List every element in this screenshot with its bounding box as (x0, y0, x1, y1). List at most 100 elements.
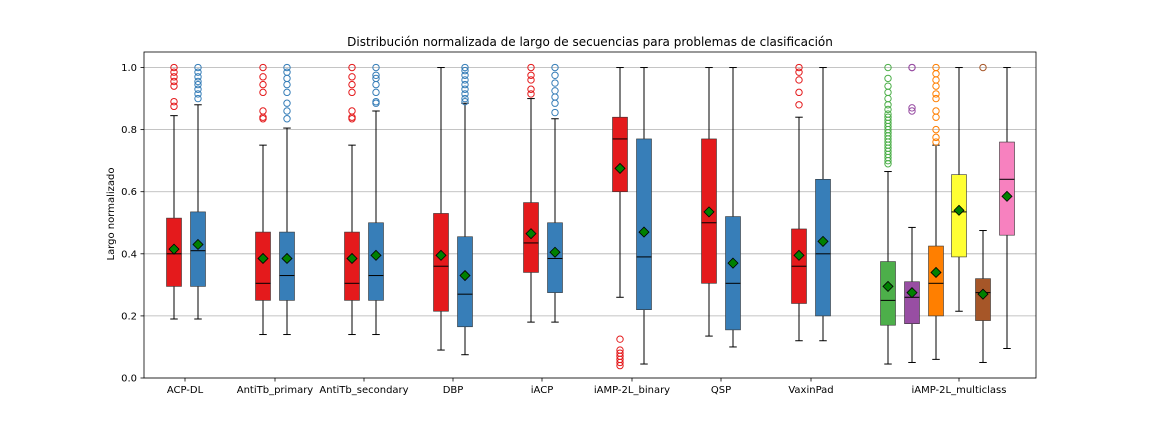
y-tick-label: 1.0 (121, 63, 137, 74)
box-body (368, 222, 384, 301)
outlier-point (194, 63, 202, 72)
outlier-point (795, 88, 803, 97)
outlier-point (551, 99, 559, 107)
mean-marker (638, 226, 650, 238)
box-iamp-2l-multiclass (904, 63, 920, 363)
x-tick-label: VaxinPad (788, 385, 833, 396)
outlier-point (795, 101, 803, 109)
outlier-point (884, 63, 892, 72)
x-tick-label: ACP-DL (167, 385, 204, 396)
box-antitb-primary (279, 63, 295, 336)
outlier-point (527, 76, 535, 84)
outlier-point (932, 125, 940, 134)
box-body (636, 138, 652, 310)
outlier-point (527, 90, 535, 98)
outlier-point (551, 93, 559, 101)
outlier-point (372, 80, 380, 89)
outlier-point (170, 97, 178, 106)
box-body (279, 231, 295, 301)
outlier-point (461, 66, 469, 75)
axes: 0.0 0.2 0.4 0.6 0.8 1.0 ACP-DL AntiTb_primary An… (121, 51, 1037, 396)
box-iacp (523, 63, 539, 323)
y-tick-label: 0.6 (121, 187, 137, 198)
box-body (725, 216, 741, 331)
mean-marker (703, 206, 715, 218)
x-tick-label: iAMP-2L_multiclass (912, 385, 1007, 396)
chart-title: Distribución normalizada de largo de sec… (347, 35, 833, 49)
outlier-point (884, 101, 892, 109)
outlier-point (551, 63, 559, 72)
outlier-point (372, 71, 380, 79)
outlier-point (551, 79, 559, 87)
outlier-point (932, 113, 940, 121)
mean-marker (168, 243, 180, 255)
outlier-point (461, 80, 469, 89)
outlier-point (551, 87, 559, 95)
boxes (166, 63, 1015, 370)
outlier-point (461, 76, 469, 84)
outlier-point (932, 107, 940, 115)
outlier-point (616, 335, 624, 343)
mean-marker (977, 288, 989, 300)
y-tick-label: 0.0 (121, 374, 137, 385)
outlier-point (551, 108, 559, 117)
box-body (344, 231, 360, 301)
box-vaxinpad (791, 63, 807, 342)
outlier-point (527, 71, 535, 79)
outlier-point (908, 107, 916, 115)
box-iacp (547, 63, 563, 323)
outlier-point (932, 82, 940, 90)
outlier-point (461, 63, 469, 72)
mean-marker (192, 238, 204, 251)
outlier-point (932, 138, 940, 146)
outlier-point (884, 88, 892, 97)
outlier-point (283, 99, 291, 107)
outlier-point (884, 82, 892, 90)
mean-marker (281, 252, 293, 265)
outlier-point (348, 107, 356, 115)
y-tick-label: 0.2 (121, 311, 137, 322)
outlier-point (884, 94, 892, 103)
box-body (255, 231, 271, 301)
mean-marker (953, 204, 965, 216)
box-iamp-2l-multiclass (951, 67, 967, 312)
outlier-point (259, 88, 267, 97)
y-axis-title: Largo normalizado (106, 168, 117, 261)
outlier-point (884, 105, 892, 114)
outlier-point (348, 63, 356, 72)
outlier-point (283, 63, 291, 72)
outlier-point (194, 85, 202, 93)
mean-marker (614, 162, 626, 174)
box-dbp (433, 67, 449, 351)
outlier-point (283, 115, 291, 123)
y-tick-label: 0.4 (121, 249, 137, 260)
box-body (928, 245, 944, 317)
outlier-point (170, 102, 178, 111)
outlier-point (194, 94, 202, 103)
outlier-point (908, 63, 916, 72)
outlier-point (194, 77, 202, 86)
mean-marker (817, 235, 829, 247)
outlier-point (932, 76, 940, 84)
box-vaxinpad (815, 67, 831, 342)
outlier-point (259, 80, 267, 89)
outlier-point (283, 88, 291, 97)
x-tick-label: iACP (531, 385, 553, 396)
mean-marker (257, 252, 269, 265)
box-iamp-2l-binary (636, 67, 652, 365)
box-body (880, 261, 896, 326)
outlier-point (170, 73, 178, 81)
outlier-point (795, 63, 803, 72)
box-antitb-secondary (344, 63, 360, 336)
mean-marker (906, 287, 918, 299)
mean-marker (370, 249, 382, 261)
mean-marker (930, 266, 942, 279)
box-iamp-2l-multiclass (975, 63, 991, 363)
box-dbp (457, 63, 473, 356)
box-body (457, 236, 473, 328)
outlier-point (884, 113, 892, 121)
outlier-point (372, 74, 380, 83)
outlier-point (194, 68, 202, 76)
